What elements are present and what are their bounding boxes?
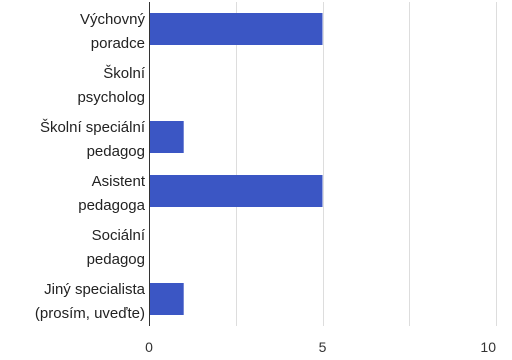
category-label: Sociální pedagog [87, 227, 146, 268]
bar [150, 175, 323, 207]
category-label: Výchovný poradce [80, 11, 146, 52]
bars [150, 13, 323, 315]
tick-label: 0 [145, 339, 153, 355]
tick-labels: 0 5 10 [145, 339, 496, 355]
bar [150, 283, 184, 315]
bar [150, 13, 323, 45]
category-label: Jiný specialista (prosím, uveďte) [35, 281, 146, 322]
category-label: Školní speciální pedagog [40, 119, 146, 160]
category-label: Asistent pedagoga [78, 173, 146, 214]
tick-label: 10 [480, 339, 496, 355]
gridlines [236, 2, 497, 326]
tick-label: 5 [319, 339, 327, 355]
category-labels: Výchovný poradce Školní psycholog Školní spe… [35, 11, 146, 322]
bar [150, 121, 184, 153]
category-label: Školní psycholog [77, 65, 145, 106]
